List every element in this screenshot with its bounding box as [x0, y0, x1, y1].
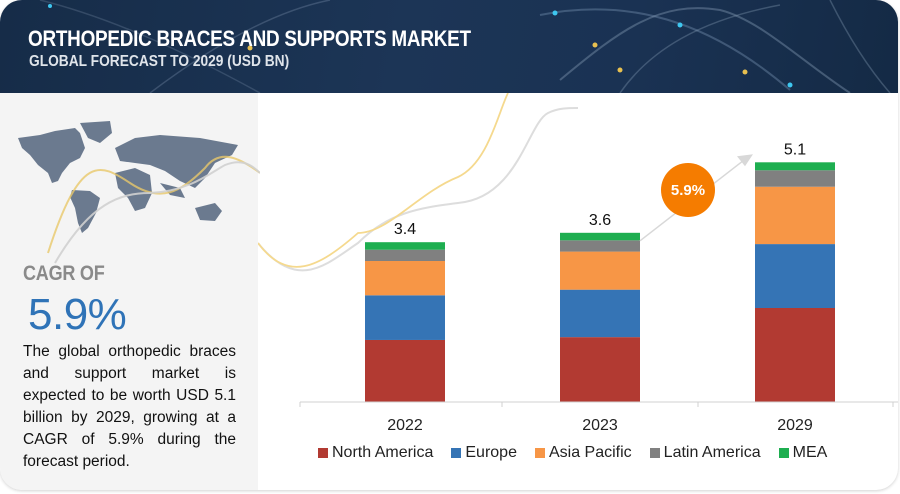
bar-segment-north-america-2023: [560, 337, 640, 402]
legend-label: North America: [332, 444, 434, 461]
legend-swatch: [534, 448, 545, 458]
legend-label: Asia Pacific: [548, 444, 632, 461]
cagr-bubble-label: 5.9%: [671, 182, 705, 199]
decorative-curve-yellow: [258, 93, 509, 268]
cagr-bubble: [661, 163, 715, 217]
decorative-curve-gray: [258, 107, 579, 272]
decorative-curves-left: [47, 155, 260, 264]
bar-segment-north-america-2029: [755, 308, 835, 402]
cagr-value: 5.9%: [28, 290, 127, 339]
x-tick-label-2029: 2029: [777, 417, 813, 434]
header-banner: ORTHOPEDIC BRACES AND SUPPORTS MARKET GL…: [0, 0, 898, 93]
legend-item-europe: Europe: [451, 444, 517, 462]
bar-segment-asia-pacific-2022: [365, 261, 445, 296]
cagr-label: CAGR OF: [23, 262, 105, 285]
bar-segment-latin-america-2023: [560, 240, 640, 252]
legend-item-asia-pacific: Asia Pacific: [534, 444, 632, 462]
page-title: ORTHOPEDIC BRACES AND SUPPORTS MARKET: [28, 26, 471, 51]
x-tick-label-2023: 2023: [582, 417, 618, 434]
bar-segment-latin-america-2029: [755, 170, 835, 187]
market-description: The global orthopedic braces and support…: [23, 343, 236, 470]
bar-segment-europe-2023: [560, 289, 640, 338]
legend-swatch: [778, 448, 789, 458]
legend-label: MEA: [792, 444, 828, 461]
legend-swatch: [649, 448, 660, 458]
total-label-2023: 3.6: [589, 212, 611, 229]
bar-segment-asia-pacific-2023: [560, 251, 640, 290]
bar-segment-europe-2022: [365, 295, 445, 340]
bar-segment-mea-2022: [365, 242, 445, 250]
legend-label: Europe: [465, 444, 517, 461]
legend-item-mea: MEA: [778, 444, 828, 462]
page-subtitle: GLOBAL FORECAST TO 2029 (USD BN): [29, 53, 290, 70]
total-label-2029: 5.1: [784, 141, 806, 158]
bar-segment-asia-pacific-2029: [755, 186, 835, 245]
legend-swatch: [318, 448, 328, 458]
bar-segment-mea-2029: [755, 162, 835, 171]
cagr-arrow-head-icon: [737, 154, 753, 167]
chart-legend: North America Europe Asia Pacific Latin Ame…: [318, 444, 845, 462]
bar-segment-mea-2023: [560, 232, 640, 241]
legend-item-latin-america: Latin America: [649, 444, 761, 462]
bar-segment-latin-america-2022: [365, 249, 445, 261]
legend-swatch: [451, 448, 462, 458]
bar-segment-europe-2029: [755, 244, 835, 308]
bar-segment-north-america-2022: [365, 339, 445, 402]
stacked-bar-chart: 3.4 3.6 5.1 2022 2023 2029 5.9%: [258, 93, 898, 434]
total-label-2022: 3.4: [394, 221, 416, 238]
x-tick-label-2022: 2022: [387, 417, 423, 434]
legend-label: Latin America: [663, 444, 761, 461]
header-decoration: [39, 0, 891, 93]
legend-item-north-america: North America: [318, 444, 433, 462]
